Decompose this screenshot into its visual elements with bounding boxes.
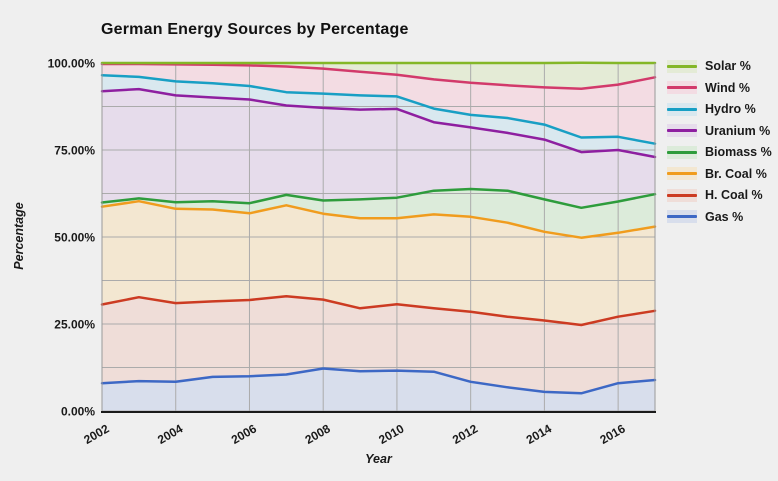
chart-line-br-coal — [100, 199, 657, 239]
chart-area-br-coal — [102, 201, 655, 325]
chart-area-hydro — [102, 75, 655, 157]
legend-label: H. Coal % — [705, 188, 763, 202]
chart-area-gas — [102, 368, 655, 411]
x-tick-label: 2002 — [81, 421, 111, 447]
y-tick-label: 100.00% — [48, 57, 96, 71]
x-axis-label: Year — [365, 452, 392, 466]
legend-item-uranium: Uranium % — [667, 124, 772, 138]
legend-line-icon — [667, 64, 697, 68]
legend-swatch-icon — [667, 188, 697, 202]
x-tick-label: 2010 — [376, 421, 406, 447]
x-tick-label: 2008 — [303, 421, 333, 447]
chart-line-uranium — [100, 87, 657, 159]
legend-label: Uranium % — [705, 123, 771, 138]
x-tick-label: 2006 — [229, 421, 259, 447]
chart-area-wind — [102, 64, 655, 144]
chart-line-biomass — [100, 187, 657, 210]
legend-item-biomass: Biomass % — [667, 145, 772, 159]
legend-swatch-icon — [667, 59, 697, 73]
y-tick-label: 75.00% — [54, 144, 95, 158]
x-tick-label: 2004 — [155, 421, 185, 447]
legend-line-icon — [667, 172, 697, 175]
y-tick-label: 25.00% — [54, 318, 95, 332]
legend-item-hydro: Hydro % — [667, 102, 772, 116]
legend-label: Biomass % — [705, 145, 772, 159]
legend-label: Solar % — [705, 59, 751, 73]
legend-swatch-icon — [667, 124, 697, 137]
x-tick-label: 2012 — [450, 421, 480, 447]
legend-line-icon — [667, 215, 697, 218]
legend-swatch-icon — [667, 81, 697, 94]
legend-item-solar: Solar % — [667, 59, 772, 73]
legend-item-br-coal: Br. Coal % — [667, 167, 772, 181]
chart-title: German Energy Sources by Percentage — [101, 21, 409, 38]
legend-swatch-icon — [667, 102, 697, 116]
chart-line-h-coal — [100, 294, 657, 327]
legend-label: Gas % — [705, 209, 744, 224]
y-tick-label: 50.00% — [54, 231, 95, 245]
legend-line-icon — [667, 107, 697, 111]
x-tick-label: 2014 — [524, 421, 554, 447]
chart-area-uranium — [102, 89, 655, 208]
legend-item-h-coal: H. Coal % — [667, 188, 772, 202]
legend-label: Wind % — [705, 80, 751, 95]
legend-label: Hydro % — [705, 102, 756, 116]
x-tick-label: 2016 — [598, 421, 628, 447]
y-tick-label: 0.00% — [61, 405, 95, 419]
chart-line-gas — [100, 367, 657, 395]
chart-line-wind — [100, 62, 657, 91]
chart-area-biomass — [102, 189, 655, 238]
chart-line-hydro — [100, 73, 657, 145]
chart-area-solar — [102, 62, 655, 89]
legend-swatch-icon — [667, 145, 697, 159]
legend-line-icon — [667, 86, 697, 89]
legend-item-wind: Wind % — [667, 81, 772, 95]
legend-swatch-icon — [667, 167, 697, 180]
y-axis-label: Percentage — [12, 202, 26, 270]
legend-label: Br. Coal % — [705, 166, 767, 181]
legend-swatch-icon — [667, 210, 697, 223]
legend-item-gas: Gas % — [667, 210, 772, 224]
legend-line-icon — [667, 193, 697, 197]
chart-area-h-coal — [102, 296, 655, 394]
legend-line-icon — [667, 150, 697, 154]
legend-line-icon — [667, 129, 697, 132]
legend: Solar % Wind % Hydro % Uranium % Biomass % Br… — [667, 59, 772, 231]
